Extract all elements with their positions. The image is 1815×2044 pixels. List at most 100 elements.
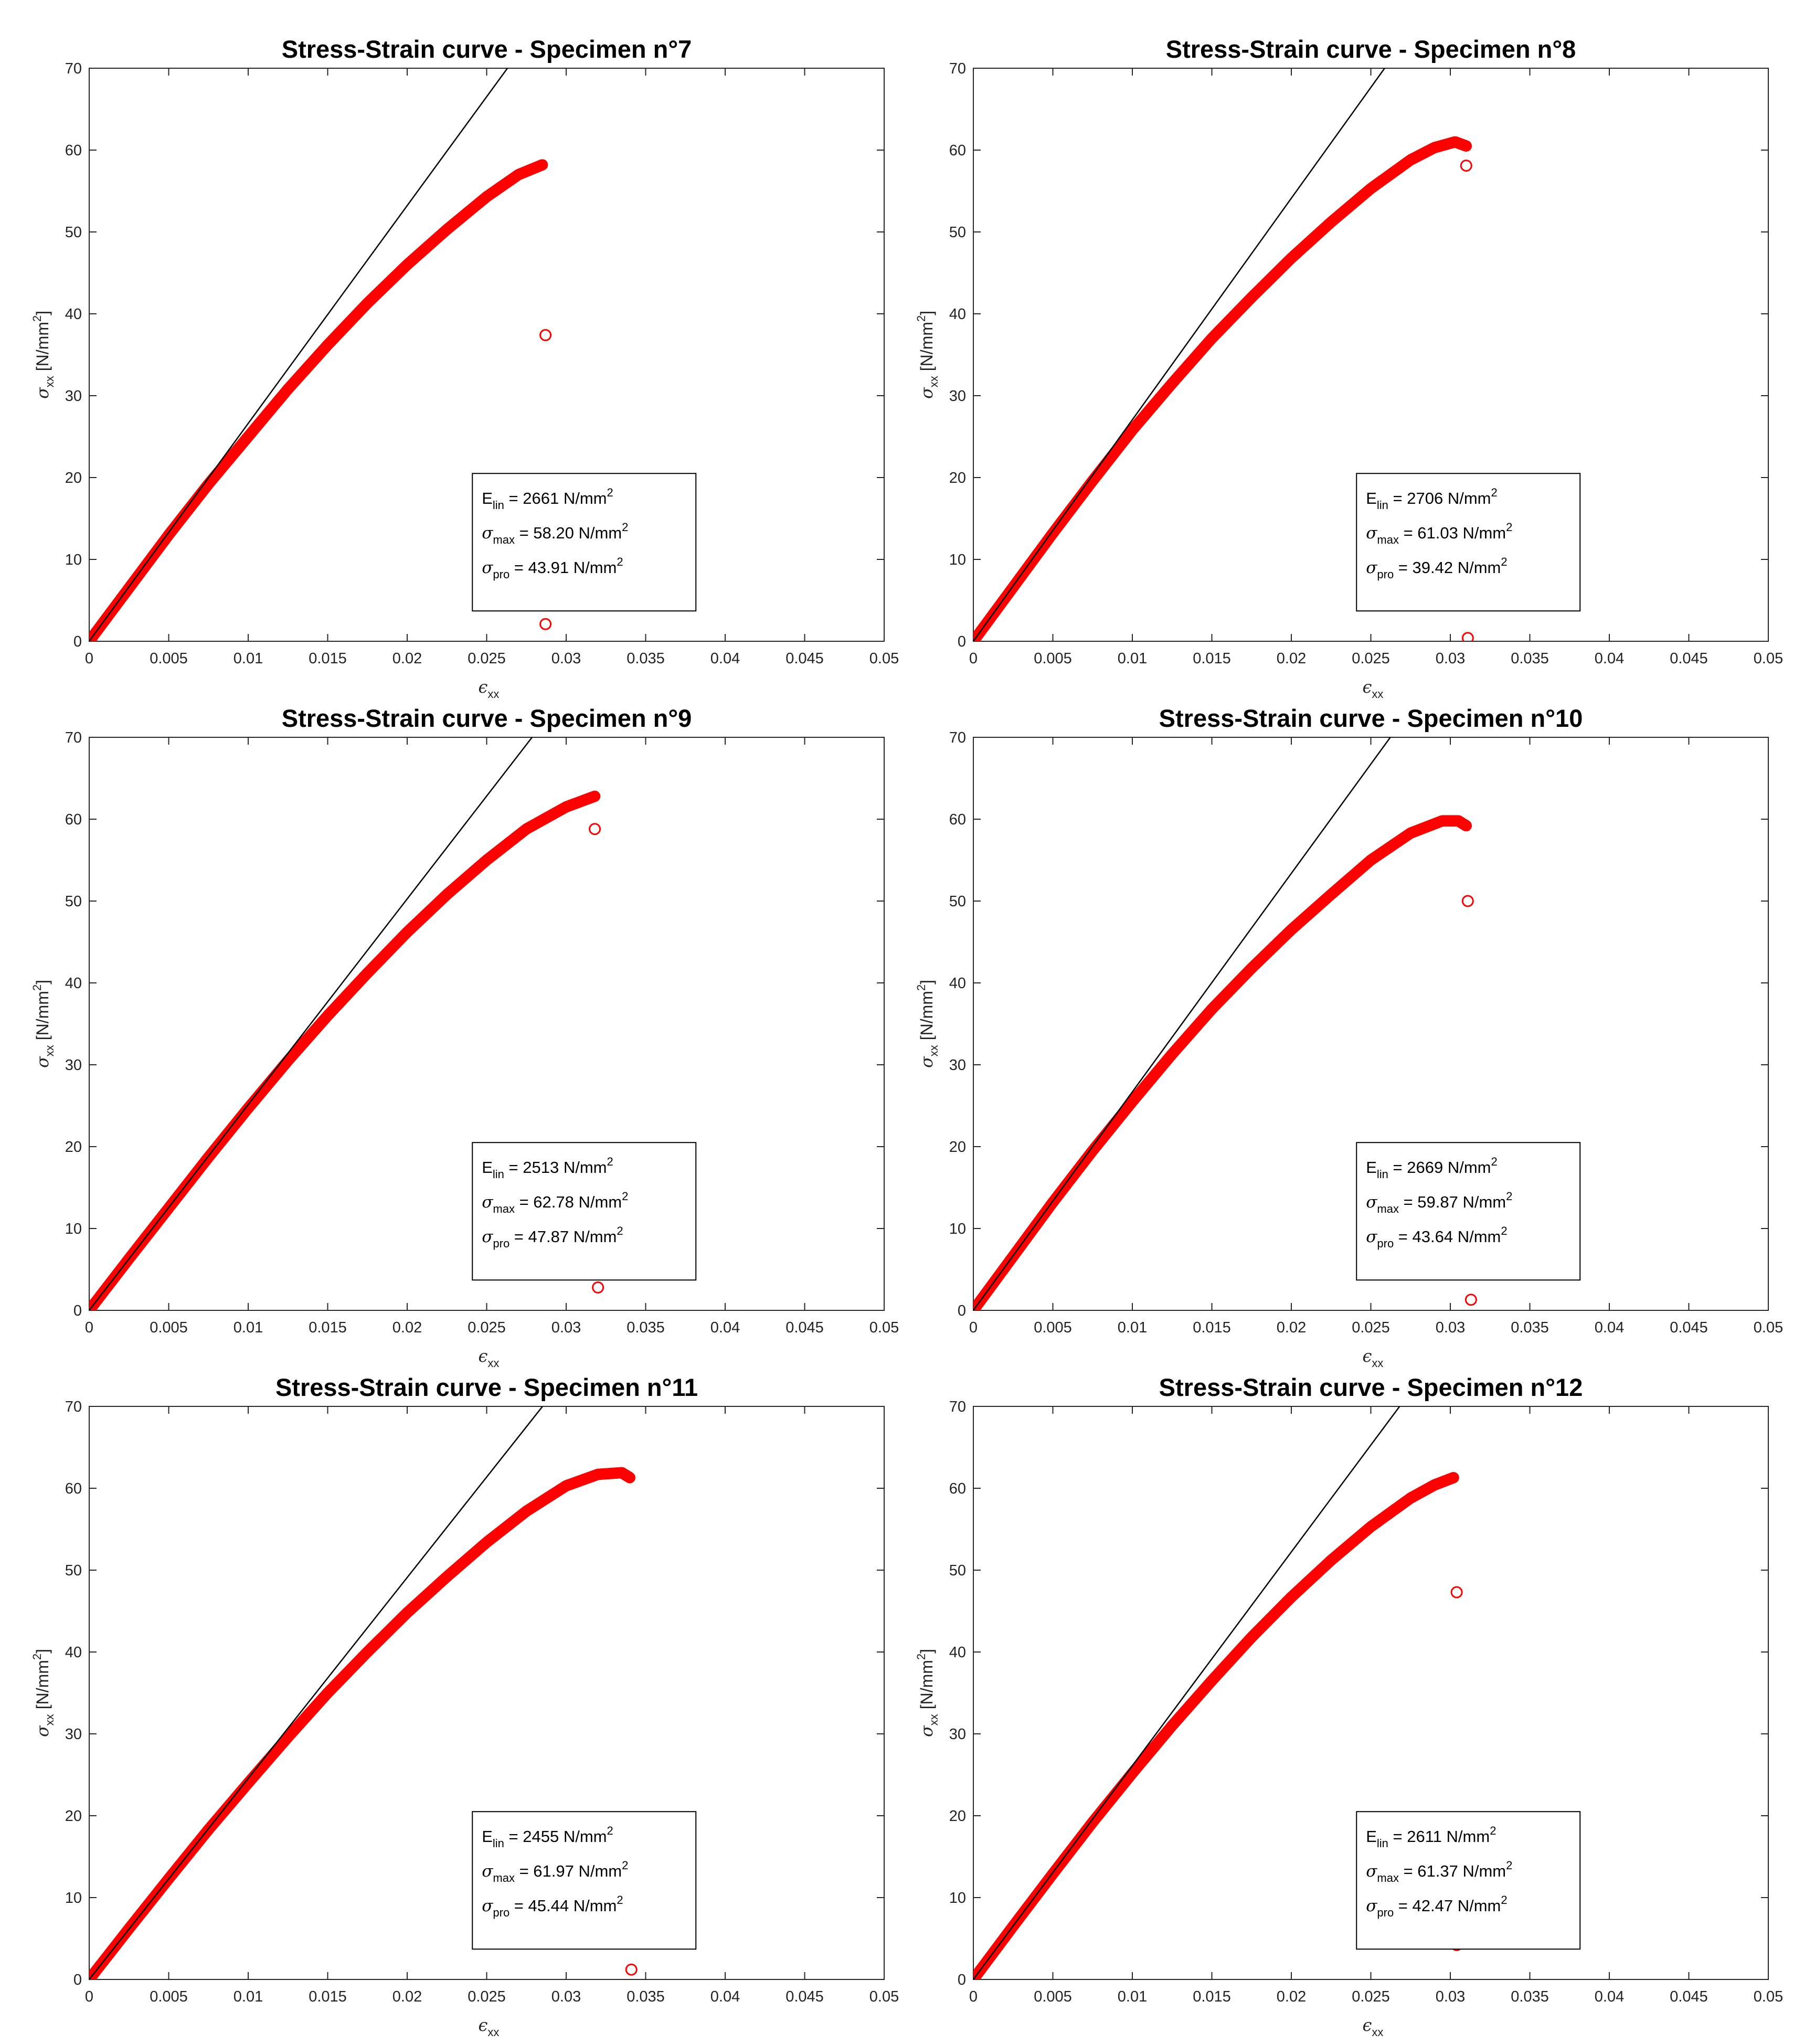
- annotation-line: σmax = 61.37 N/mm2: [1366, 1859, 1512, 1884]
- annotation-line: σpro = 43.91 N/mm2: [482, 555, 623, 581]
- annotation-value: = 43.64 N/mm: [1394, 1227, 1501, 1246]
- annotation-symbol: E: [1366, 489, 1377, 507]
- annotation-symbol: σ: [482, 524, 493, 543]
- plot-contents: [973, 737, 1477, 1310]
- y-axis-label-sub: xx: [927, 1714, 940, 1725]
- annotation-sub: lin: [493, 1168, 504, 1181]
- annotation-line: σmax = 61.97 N/mm2: [482, 1859, 628, 1884]
- y-tick-label: 30: [65, 388, 82, 405]
- series-0: [89, 159, 548, 641]
- annotation-symbol: σ: [482, 1193, 493, 1212]
- series-0: [973, 136, 1472, 641]
- y-axis-label-symbol: σ: [33, 387, 52, 399]
- annotation-sub: max: [493, 533, 515, 546]
- x-tick-label: 0.045: [1670, 650, 1708, 667]
- data-point: [536, 159, 548, 171]
- y-axis-label-unit: [N/mm: [917, 1660, 936, 1714]
- y-tick-label: 70: [65, 60, 82, 77]
- x-tick-label: 0.005: [150, 650, 188, 667]
- y-tick-label: 70: [949, 1399, 966, 1415]
- y-axis-label: σxx [N/mm2]: [30, 311, 56, 399]
- y-axis-label: σxx [N/mm2]: [915, 980, 940, 1068]
- x-tick-label: 0.01: [233, 650, 263, 667]
- y-axis-label-unit: [N/mm: [33, 322, 52, 376]
- x-tick-label: 0.035: [627, 1319, 665, 1336]
- annotation-value: = 42.47 N/mm: [1394, 1897, 1501, 1915]
- outlier-point: [589, 823, 601, 835]
- annotation-symbol: E: [1366, 1827, 1377, 1846]
- y-axis-label-symbol: σ: [33, 1725, 52, 1737]
- annotation-line: Elin = 2669 N/mm2: [1366, 1155, 1498, 1181]
- annotation-symbol: E: [482, 1827, 493, 1846]
- x-tick-label: 0.03: [1436, 650, 1465, 667]
- annotation-symbol: σ: [482, 1227, 493, 1246]
- annotation-symbol: σ: [1366, 1227, 1377, 1246]
- x-tick-label: 0.02: [392, 1988, 422, 2005]
- y-tick-label: 70: [65, 729, 82, 746]
- annotation-line: σmax = 62.78 N/mm2: [482, 1190, 628, 1215]
- annotation-sub: pro: [493, 568, 510, 581]
- y-tick-label: 70: [65, 1399, 82, 1415]
- x-tick-label: 0.01: [233, 1988, 263, 2005]
- y-axis-label-unit-end: ]: [917, 1649, 936, 1654]
- outlier-point: [1461, 895, 1474, 907]
- outlier-point: [1450, 1586, 1463, 1598]
- x-axis-label: ϵxx: [1363, 2015, 1384, 2039]
- annotation-symbol: σ: [1366, 1193, 1377, 1212]
- x-axis-label-sub: xx: [1372, 2026, 1383, 2039]
- x-tick-label: 0.005: [1034, 650, 1072, 667]
- annotation-sup: 2: [617, 555, 623, 568]
- series-1: [1461, 895, 1477, 1306]
- y-axis-label-sub: xx: [927, 1045, 940, 1056]
- x-tick-label: 0.025: [1352, 1988, 1390, 2005]
- data-point: [1460, 820, 1472, 832]
- series-0: [89, 1467, 635, 1979]
- y-tick-label: 40: [949, 306, 966, 323]
- linear-fit-line: [973, 737, 1391, 1310]
- y-axis-label-unit-end: ]: [33, 311, 52, 315]
- annotation-sup: 2: [1506, 1190, 1512, 1203]
- annotation-frame: [1356, 473, 1581, 612]
- y-axis-label-unit: [N/mm: [917, 322, 936, 376]
- x-tick-label: 0.045: [786, 1319, 824, 1336]
- y-axis-label-unit-sup: 2: [915, 984, 928, 991]
- y-tick-label: 50: [65, 893, 82, 910]
- x-tick-label: 0: [969, 1988, 978, 2005]
- series-1: [1460, 160, 1474, 641]
- x-tick-label: 0.04: [710, 1319, 740, 1336]
- y-tick-label: 60: [65, 811, 82, 828]
- x-tick-label: 0.01: [1118, 1988, 1147, 2005]
- y-tick-label: 70: [949, 729, 966, 746]
- annotation-value: = 2706 N/mm: [1388, 489, 1491, 507]
- annotation-value: = 47.87 N/mm: [510, 1227, 617, 1246]
- annotation-value: = 2455 N/mm: [504, 1827, 607, 1846]
- y-axis-label-symbol: σ: [917, 387, 937, 399]
- annotation-line: σmax = 59.87 N/mm2: [1366, 1190, 1512, 1215]
- y-axis-label-unit-sup: 2: [915, 1654, 928, 1660]
- x-axis-label-sub: xx: [1372, 1357, 1383, 1370]
- annotation-line: Elin = 2611 N/mm2: [1366, 1824, 1496, 1850]
- y-tick-label: 0: [73, 633, 82, 650]
- y-tick-label: 60: [949, 811, 966, 828]
- y-axis-label-sub: xx: [43, 1045, 56, 1056]
- x-axis-label-sub: xx: [487, 687, 499, 701]
- annotation-symbol: σ: [1366, 1897, 1377, 1915]
- chart-title: Stress-Strain curve - Specimen n°8: [1166, 35, 1576, 63]
- annotation-value: = 2669 N/mm: [1388, 1158, 1491, 1177]
- annotation-value: = 2661 N/mm: [504, 489, 607, 507]
- y-tick-label: 20: [949, 1808, 966, 1825]
- annotation-sub: pro: [1377, 1906, 1394, 1919]
- y-tick-label: 40: [949, 975, 966, 992]
- y-axis-label-symbol: σ: [917, 1056, 937, 1068]
- chart-title: Stress-Strain curve - Specimen n°9: [282, 704, 692, 732]
- subplot-2: Stress-Strain curve - Specimen n°8 0 0.005…: [915, 35, 1783, 701]
- annotation-value: = 45.44 N/mm: [510, 1897, 617, 1915]
- annotation-value: = 61.37 N/mm: [1399, 1862, 1506, 1880]
- y-tick-label: 10: [65, 1890, 82, 1907]
- y-tick-label: 50: [949, 893, 966, 910]
- annotation-value: = 2611 N/mm: [1388, 1827, 1490, 1846]
- x-axis-label-sub: xx: [487, 1357, 499, 1370]
- y-axis-label-unit-sup: 2: [30, 315, 44, 322]
- annotation-frame: [472, 473, 697, 612]
